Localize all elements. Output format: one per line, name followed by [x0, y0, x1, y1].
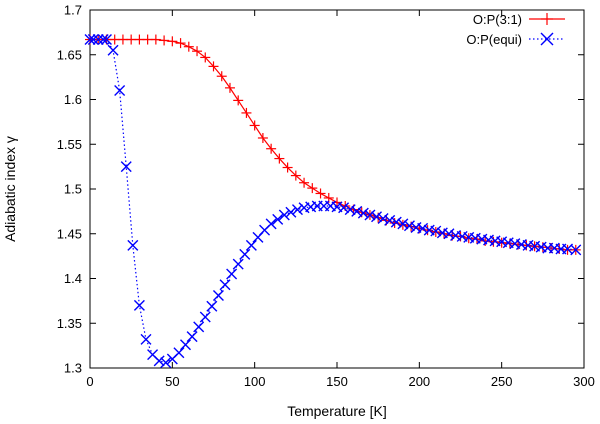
- series-2-point-3: [97, 34, 109, 46]
- series-2-point-23: [226, 268, 238, 280]
- x-tick-label-1: 50: [165, 374, 179, 389]
- y-tick-label-8: 1.7: [64, 3, 82, 18]
- series-2-point-32: [285, 206, 297, 218]
- series-2-point-22: [219, 279, 231, 291]
- y-tick-label-7: 1.65: [57, 47, 82, 62]
- series-2-point-7: [120, 161, 132, 173]
- x-tick-label-2: 100: [244, 374, 266, 389]
- series-2-point-33: [291, 204, 303, 216]
- series-1-point-26: [299, 177, 310, 188]
- series-1-line: [90, 38, 576, 251]
- series-1-point-22: [266, 143, 277, 154]
- series-1-point-28: [315, 188, 326, 199]
- y-tick-label-2: 1.4: [64, 271, 82, 286]
- axis-ticks: 0 50 100 150 200 250 300 1.3 1.35 1.4 1.45 1.5 1.55 1…: [57, 3, 595, 390]
- series-2-point-21: [212, 290, 224, 301]
- series-2-point-75: [570, 244, 582, 256]
- x-tick-label-3: 150: [326, 374, 348, 389]
- plot-frame: [89, 9, 585, 369]
- series-2-point-42: [351, 205, 363, 217]
- series-2-point-45: [371, 211, 383, 223]
- series-2-point-29: [265, 218, 277, 230]
- series-2-point-49: [397, 218, 409, 230]
- series-2-point-12: [153, 355, 165, 367]
- series-2-point-30: [272, 213, 284, 225]
- series-2-point-18: [193, 321, 205, 333]
- series-2-point-16: [180, 339, 192, 351]
- series-2-point-1: [87, 34, 99, 46]
- series-2-point-46: [377, 213, 389, 225]
- series-1-point-24: [282, 162, 293, 173]
- series-2-point-41: [344, 204, 356, 216]
- series-1: [85, 34, 581, 255]
- x-tick-label-0: 0: [86, 374, 93, 389]
- y-tick-label-1: 1.35: [57, 316, 82, 331]
- series-2-point-48: [390, 216, 402, 228]
- legend-label-series-1: O:P(3:1): [473, 12, 522, 27]
- series-1-point-21: [257, 132, 268, 143]
- series-1-point-14: [200, 52, 211, 63]
- x-tick-label-6: 300: [573, 374, 595, 389]
- legend-label-series-2: O:P(equi): [466, 32, 522, 47]
- series-2-point-8: [127, 239, 139, 251]
- series-1-point-10: [167, 36, 178, 47]
- series-2-point-40: [338, 202, 350, 214]
- series-2: [84, 34, 582, 369]
- legend: O:P(3:1) O:P(equi): [466, 12, 565, 47]
- series-2-point-24: [232, 258, 244, 270]
- series-2-line: [90, 38, 576, 364]
- legend-marker-series-1: [541, 13, 553, 25]
- y-tick-label-0: 1.3: [64, 361, 82, 376]
- legend-marker-series-2: [540, 32, 554, 46]
- series-1-point-27: [307, 183, 318, 194]
- series-1-point-16: [216, 71, 227, 82]
- series-2-point-19: [199, 311, 211, 323]
- series-layer: [84, 34, 582, 369]
- series-1-point-13: [192, 46, 203, 57]
- y-axis-title: Adiabatic index γ: [2, 136, 18, 242]
- series-2-point-47: [384, 214, 396, 226]
- series-2-point-13: [160, 357, 172, 369]
- series-2-point-15: [173, 347, 185, 359]
- series-2-point-20: [206, 300, 218, 312]
- series-2-point-26: [245, 239, 257, 251]
- series-2-point-54: [430, 225, 442, 237]
- y-tick-label-6: 1.6: [64, 92, 82, 107]
- x-tick-label-5: 250: [491, 374, 513, 389]
- series-1-point-19: [241, 107, 252, 118]
- series-1-point-17: [224, 82, 235, 93]
- series-1-point-20: [249, 120, 260, 131]
- series-2-point-25: [239, 248, 251, 260]
- series-2-point-52: [417, 222, 429, 234]
- x-axis-title: Temperature [K]: [287, 403, 387, 419]
- series-2-point-4: [100, 34, 112, 46]
- series-2-point-43: [357, 207, 369, 219]
- y-tick-label-5: 1.55: [57, 137, 82, 152]
- series-2-point-50: [403, 220, 415, 232]
- series-2-point-31: [278, 209, 290, 221]
- series-1-point-11: [175, 38, 186, 49]
- x-tick-label-4: 200: [408, 374, 430, 389]
- series-1-point-18: [233, 95, 244, 106]
- series-2-point-2: [92, 34, 104, 46]
- y-tick-label-4: 1.5: [64, 182, 82, 197]
- series-2-point-44: [364, 209, 376, 221]
- series-1-point-9: [159, 35, 170, 46]
- series-1-point-23: [274, 153, 285, 164]
- series-2-point-9: [133, 299, 145, 311]
- series-2-point-56: [443, 228, 455, 240]
- series-1-point-8: [150, 34, 161, 45]
- series-2-point-6: [114, 85, 126, 97]
- series-1-point-12: [183, 41, 194, 52]
- series-2-point-10: [140, 333, 152, 345]
- series-1-point-25: [290, 170, 301, 181]
- series-2-point-17: [186, 331, 198, 343]
- series-2-point-0: [84, 34, 96, 46]
- series-1-point-15: [208, 61, 219, 72]
- series-2-point-5: [107, 44, 119, 56]
- y-tick-label-3: 1.45: [57, 226, 82, 241]
